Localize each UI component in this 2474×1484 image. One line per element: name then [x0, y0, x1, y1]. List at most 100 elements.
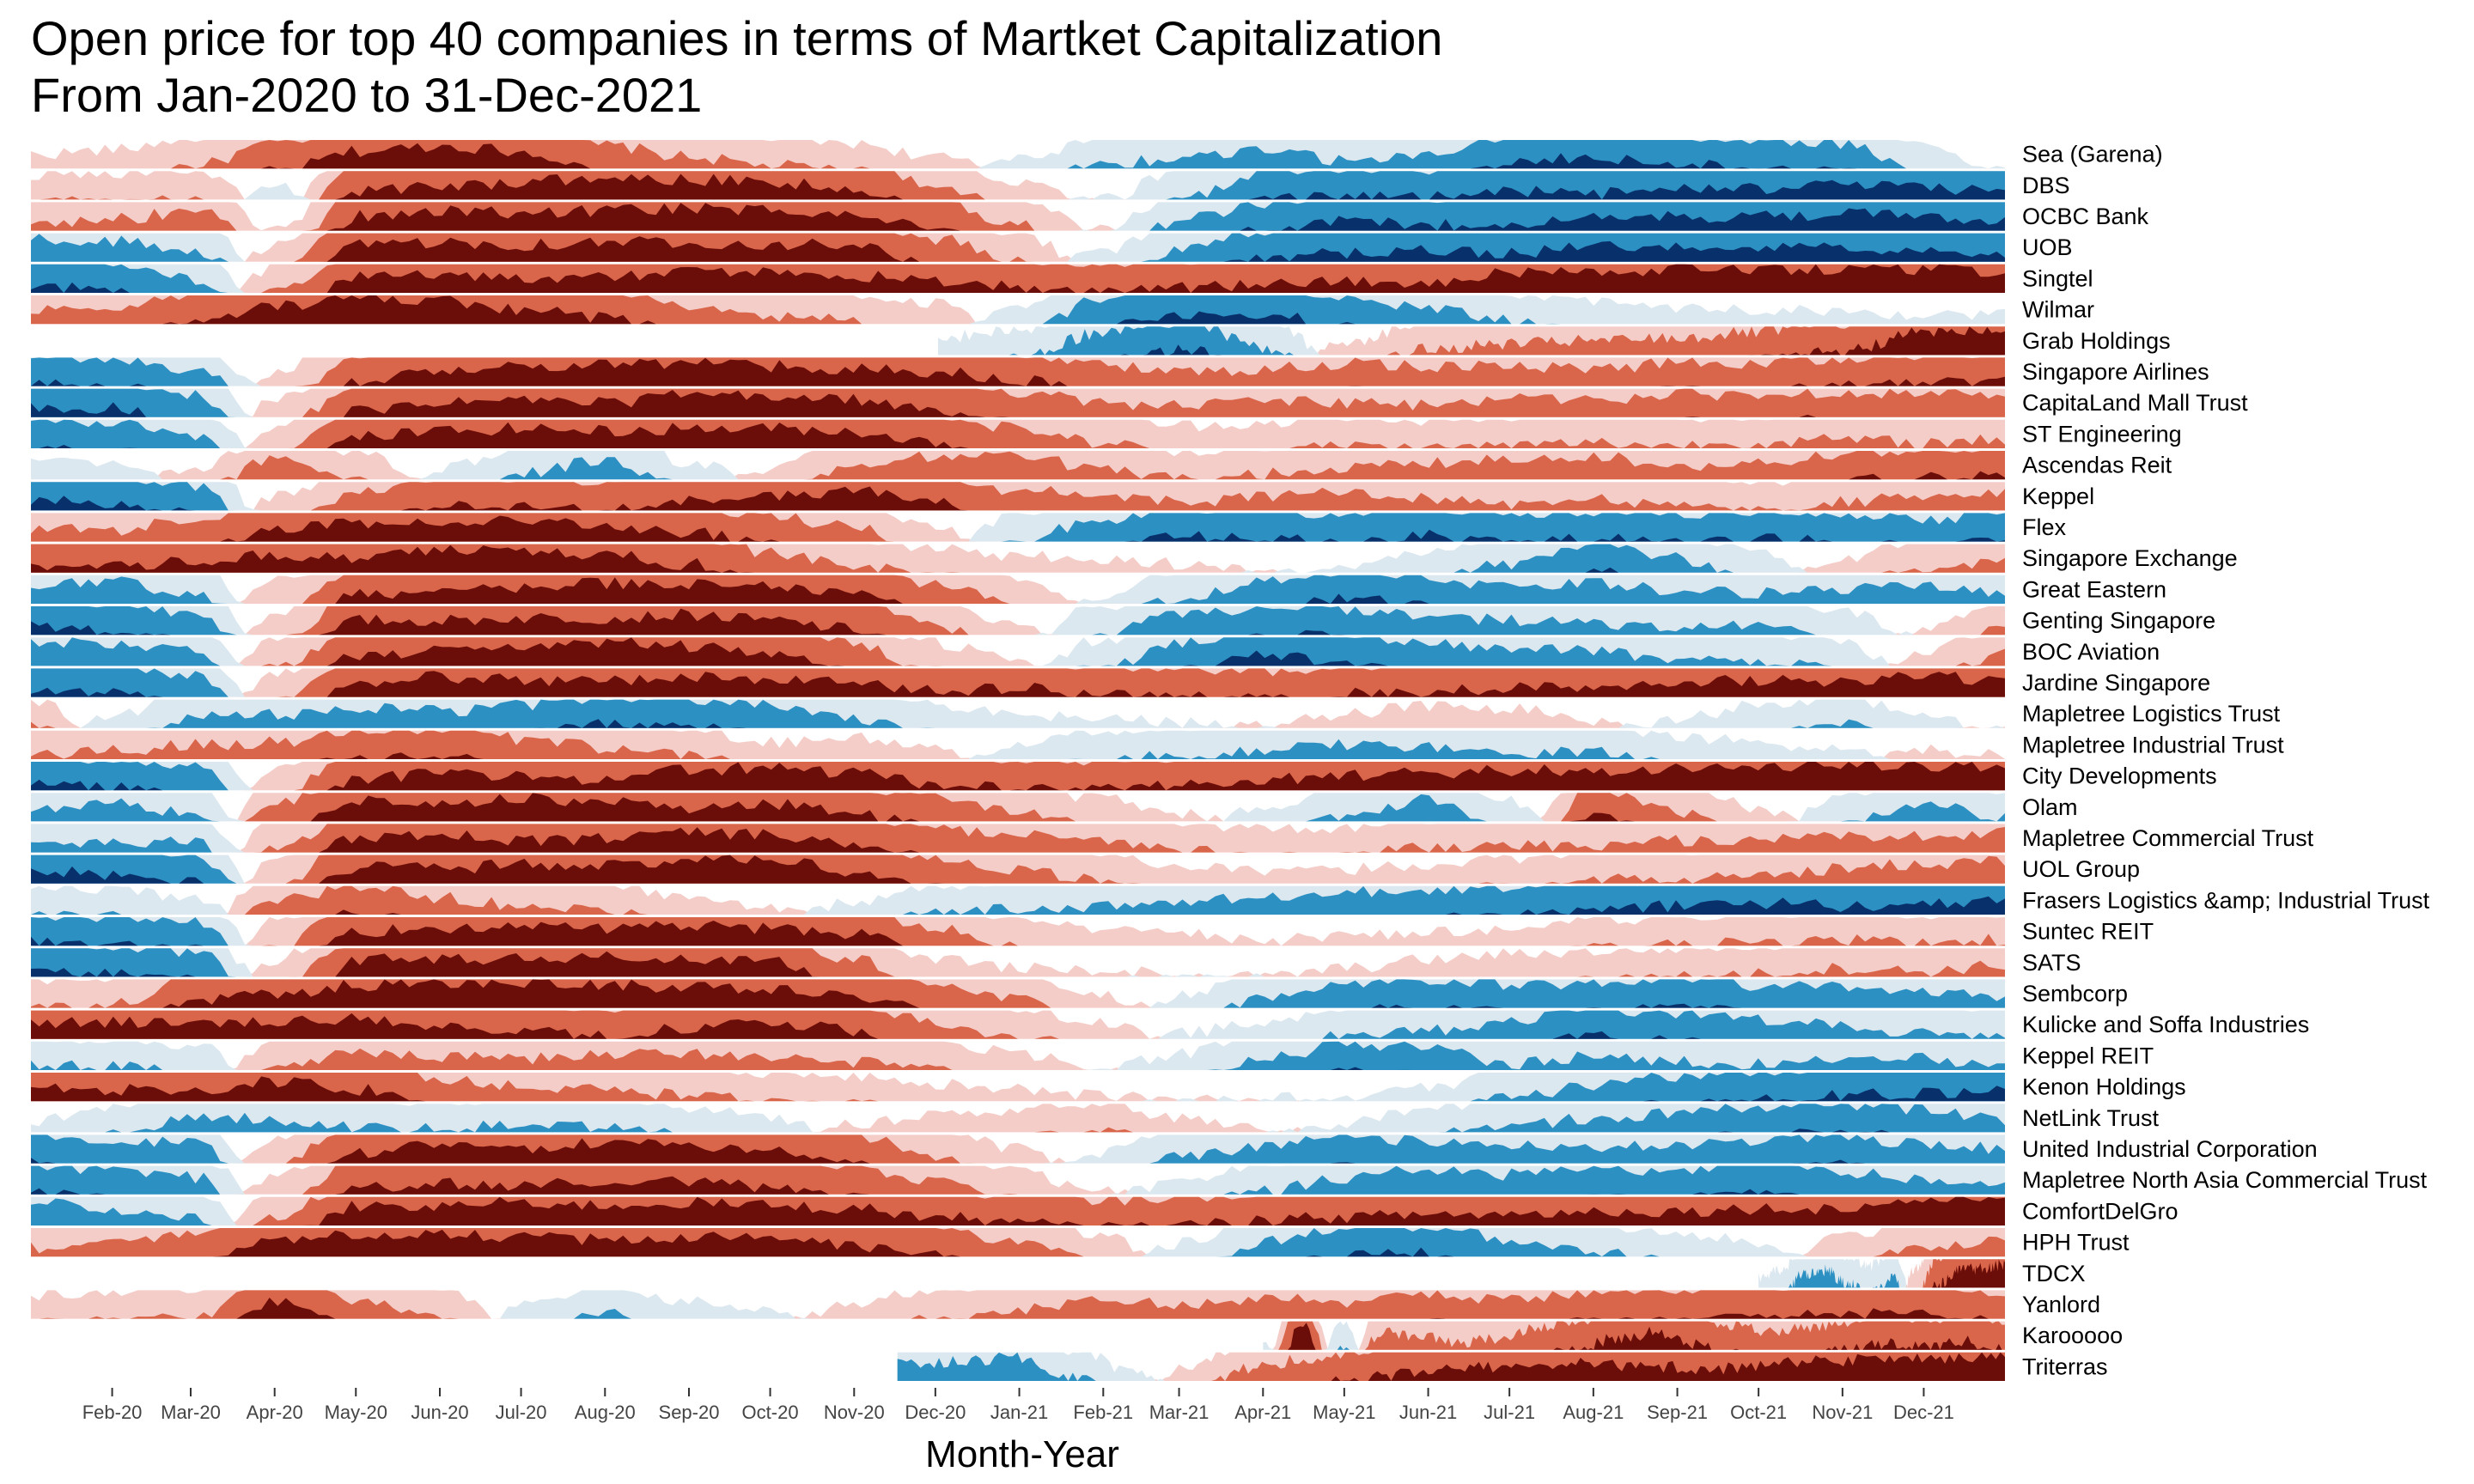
- row-label: SATS: [2022, 950, 2081, 976]
- positive-band-3: [31, 295, 2005, 325]
- x-tick-label: Sep-21: [1647, 1402, 1708, 1423]
- row-label: Flex: [2022, 514, 2067, 540]
- horizon-row: [31, 264, 2005, 293]
- x-tick-label: Jul-20: [496, 1402, 547, 1423]
- horizon-row: [31, 575, 2005, 604]
- negative-band-3: [31, 240, 2005, 262]
- positive-band-3: [31, 515, 2005, 542]
- row-label: Suntec REIT: [2022, 919, 2154, 945]
- row-label: Keppel REIT: [2022, 1043, 2154, 1068]
- row-label: Sembcorp: [2022, 981, 2128, 1007]
- horizon-row: [31, 793, 2005, 822]
- row-label: Yanlord: [2022, 1292, 2100, 1317]
- negative-band-1: [31, 264, 2005, 293]
- positive-band-3: [31, 671, 2005, 697]
- positive-band-3: [938, 326, 2005, 356]
- positive-band-3: [31, 637, 2005, 666]
- row-label: Mapletree Logistics Trust: [2022, 701, 2281, 727]
- positive-band-3: [31, 921, 2005, 946]
- negative-band-2: [31, 513, 2005, 542]
- x-tick-label: Jul-21: [1484, 1402, 1535, 1423]
- positive-band-3: [31, 357, 2005, 386]
- x-tick-label: Apr-20: [247, 1402, 303, 1423]
- x-tick-label: May-21: [1313, 1402, 1375, 1423]
- row-label: NetLink Trust: [2022, 1105, 2160, 1131]
- positive-band-2: [31, 1073, 2005, 1102]
- positive-band-3: [31, 1298, 2005, 1319]
- negative-band-2: [31, 544, 2005, 573]
- chart-subtitle: From Jan-2020 to 31-Dec-2021: [31, 68, 703, 122]
- horizon-row: [31, 1104, 2005, 1133]
- row-label: TDCX: [2022, 1261, 2086, 1286]
- x-tick-label: Feb-21: [1073, 1402, 1133, 1423]
- row-label: Singtel: [2022, 265, 2093, 291]
- x-tick-label: Aug-20: [575, 1402, 636, 1423]
- positive-band-3: [31, 1229, 2005, 1257]
- x-tick-label: Jan-21: [990, 1402, 1048, 1423]
- negative-band-1: [31, 824, 2005, 853]
- horizon-row: [31, 1134, 2005, 1164]
- horizon-row: [31, 824, 2005, 853]
- positive-band-3: [897, 1352, 2005, 1381]
- x-axis-label: Month-Year: [925, 1433, 1119, 1475]
- row-label: Jardine Singapore: [2022, 670, 2210, 696]
- negative-band-1: [31, 948, 2005, 977]
- horizon-row: [31, 948, 2005, 977]
- row-label: DBS: [2022, 173, 2070, 198]
- positive-band-3: [31, 827, 2005, 853]
- horizon-row: [31, 513, 2005, 542]
- horizon-row: [31, 140, 2005, 169]
- horizon-row: [1758, 1259, 2005, 1288]
- negative-band-3: [31, 529, 2005, 542]
- row-label: ComfortDelGro: [2022, 1198, 2178, 1224]
- horizon-row: [31, 1165, 2005, 1195]
- chart-title: Open price for top 40 companies in terms…: [31, 11, 1443, 65]
- negative-band-2: [1758, 1264, 2005, 1288]
- horizon-row: [1263, 1321, 2005, 1350]
- row-label: Singapore Exchange: [2022, 545, 2238, 571]
- positive-band-3: [31, 577, 2005, 604]
- horizon-row: [31, 1010, 2005, 1039]
- x-tick-label: Sep-20: [659, 1402, 720, 1423]
- horizon-row: [31, 855, 2005, 884]
- negative-band-1: [31, 1041, 2005, 1070]
- horizon-row: [31, 419, 2005, 448]
- negative-band-1: [31, 1073, 2005, 1102]
- row-label: OCBC Bank: [2022, 204, 2149, 229]
- negative-band-2: [31, 739, 2005, 759]
- horizon-row: [31, 1073, 2005, 1102]
- positive-band-3: [31, 608, 2005, 636]
- negative-band-1: [31, 1196, 2005, 1226]
- negative-band-2: [31, 1165, 2005, 1195]
- negative-band-3: [31, 179, 2005, 200]
- negative-band-1: [31, 668, 2005, 697]
- horizon-row: [31, 917, 2005, 946]
- row-label: CapitaLand Mall Trust: [2022, 390, 2248, 416]
- positive-band-3: [1263, 1323, 2005, 1350]
- row-label: BOC Aviation: [2022, 639, 2160, 665]
- negative-band-2: [31, 606, 2005, 636]
- row-label: ST Engineering: [2022, 421, 2182, 447]
- horizon-row: [31, 295, 2005, 325]
- x-tick-label: Jun-21: [1399, 1402, 1457, 1423]
- negative-band-2: [31, 1010, 2005, 1039]
- negative-band-1: [31, 1290, 2005, 1319]
- horizon-row: [897, 1352, 2005, 1381]
- x-tick-label: Oct-21: [1730, 1402, 1787, 1423]
- negative-band-2: [897, 1352, 2005, 1381]
- horizon-row: [31, 885, 2005, 915]
- row-label: Ascendas Reit: [2022, 453, 2172, 478]
- positive-band-3: [31, 486, 2005, 511]
- row-label: UOB: [2022, 234, 2073, 260]
- row-label: Great Eastern: [2022, 576, 2166, 602]
- row-label: Mapletree Commercial Trust: [2022, 825, 2314, 851]
- positive-band-3: [31, 979, 2005, 1008]
- positive-band-3: [31, 1138, 2005, 1164]
- horizon-row: [31, 606, 2005, 636]
- negative-band-3: [938, 344, 2005, 356]
- positive-band-3: [1758, 1259, 2005, 1288]
- negative-band-1: [31, 730, 2005, 759]
- horizon-row: [31, 668, 2005, 697]
- negative-band-2: [31, 1041, 2005, 1070]
